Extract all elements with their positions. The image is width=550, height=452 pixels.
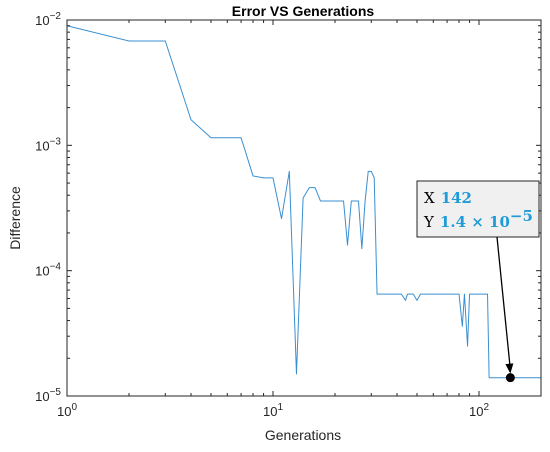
plot-frame xyxy=(66,19,542,397)
x-tick-label: 101 xyxy=(263,402,283,419)
datatip-y-prefix: Y xyxy=(423,213,435,231)
datatip-y-value: 1.4 × 10 xyxy=(440,213,510,231)
datatip-x-row: X 142 xyxy=(424,189,472,207)
datatip-x-prefix: X xyxy=(424,189,435,207)
datatip-box xyxy=(416,180,540,238)
series-line-0 xyxy=(66,25,541,379)
y-tick-label: 10−3 xyxy=(35,136,61,153)
x-tick-label: 102 xyxy=(469,402,489,419)
y-tick-label: 10−4 xyxy=(35,262,61,279)
datatip-x-value: 142 xyxy=(441,189,472,207)
datatip-marker[interactable] xyxy=(505,373,515,383)
datatip-y-exp: −5 xyxy=(510,207,533,225)
y-axis-ticks: 10−5 10−4 10−3 10−2 xyxy=(35,11,541,404)
x-tick-label: 100 xyxy=(57,402,77,419)
x-axis-ticks: 100 101 102 xyxy=(57,20,542,419)
x-axis-label: Generations xyxy=(265,427,341,443)
datatip-arrow-head xyxy=(505,363,514,374)
series-line-group xyxy=(66,25,541,379)
y-tick-label: 10−5 xyxy=(35,387,61,404)
datatip-arrow-line xyxy=(496,236,512,370)
datatip[interactable]: X 142 Y 1.4 × 10−5 xyxy=(416,180,540,383)
y-axis-label: Difference xyxy=(7,186,23,250)
chart-title: Error VS Generations xyxy=(232,3,375,19)
y-tick-label: 10−2 xyxy=(35,11,61,28)
datatip-y-row: Y 1.4 × 10−5 xyxy=(423,207,533,231)
